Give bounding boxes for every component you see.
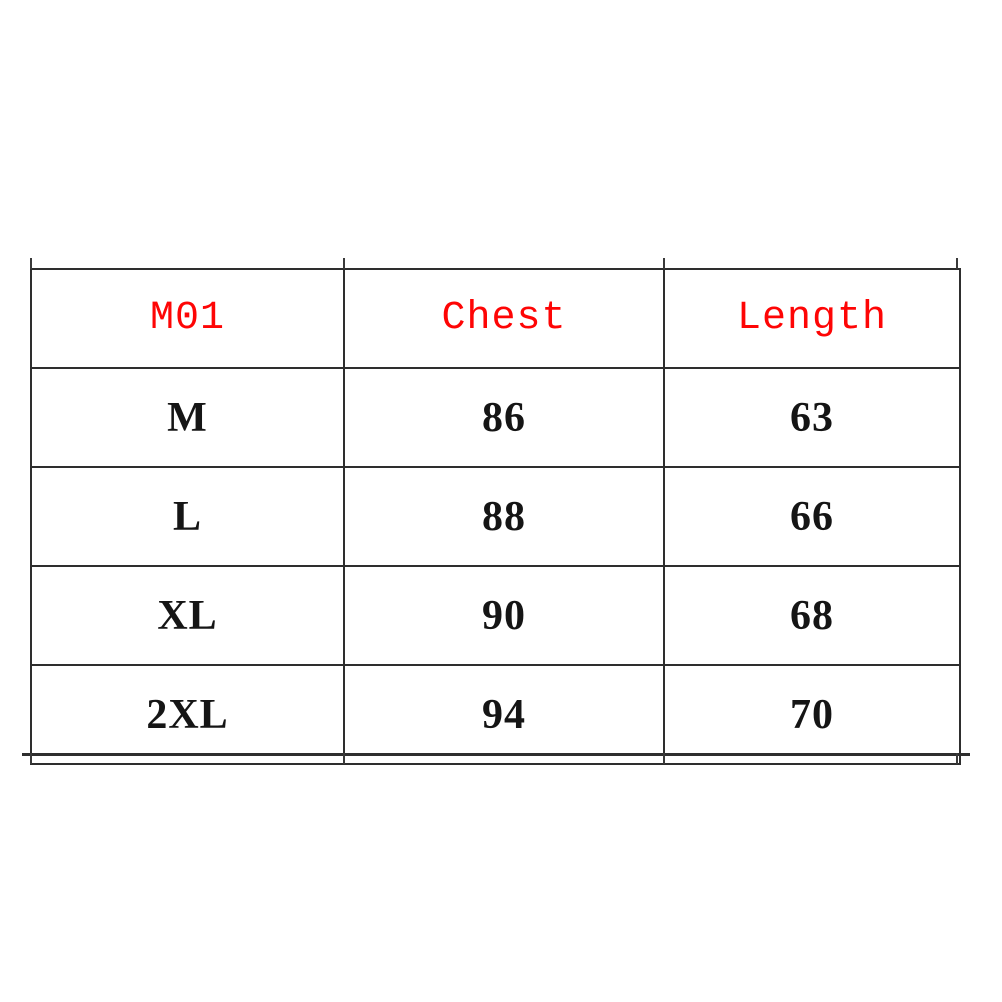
table-bottom-rule (22, 753, 970, 756)
chest-cell: 86 (343, 367, 665, 468)
header-row: M01 Chest Length (30, 268, 961, 369)
table-row: XL 90 68 (30, 565, 961, 666)
table-row: L 88 66 (30, 466, 961, 567)
table-row: 2XL 94 70 (30, 664, 961, 765)
gridline-stub (343, 753, 345, 764)
length-cell: 63 (663, 367, 961, 468)
chest-cell: 94 (343, 664, 665, 765)
gridline-stub (30, 258, 32, 269)
length-cell: 68 (663, 565, 961, 666)
gridline-stub (956, 258, 958, 269)
gridline-stub (956, 753, 958, 764)
chest-cell: 88 (343, 466, 665, 567)
length-header-cell: Length (663, 268, 961, 369)
table-row: M 86 63 (30, 367, 961, 468)
length-cell: 66 (663, 466, 961, 567)
size-chart-table: M01 Chest Length M 86 63 L 88 66 XL 90 6… (30, 268, 961, 765)
gridline-stub (343, 258, 345, 269)
size-cell: 2XL (30, 664, 345, 765)
gridline-stub (663, 258, 665, 269)
size-cell: M (30, 367, 345, 468)
chest-header-cell: Chest (343, 268, 665, 369)
gridline-stub (663, 753, 665, 764)
model-header-cell: M01 (30, 268, 345, 369)
length-cell: 70 (663, 664, 961, 765)
gridline-stub (30, 753, 32, 764)
chest-cell: 90 (343, 565, 665, 666)
size-cell: L (30, 466, 345, 567)
size-cell: XL (30, 565, 345, 666)
